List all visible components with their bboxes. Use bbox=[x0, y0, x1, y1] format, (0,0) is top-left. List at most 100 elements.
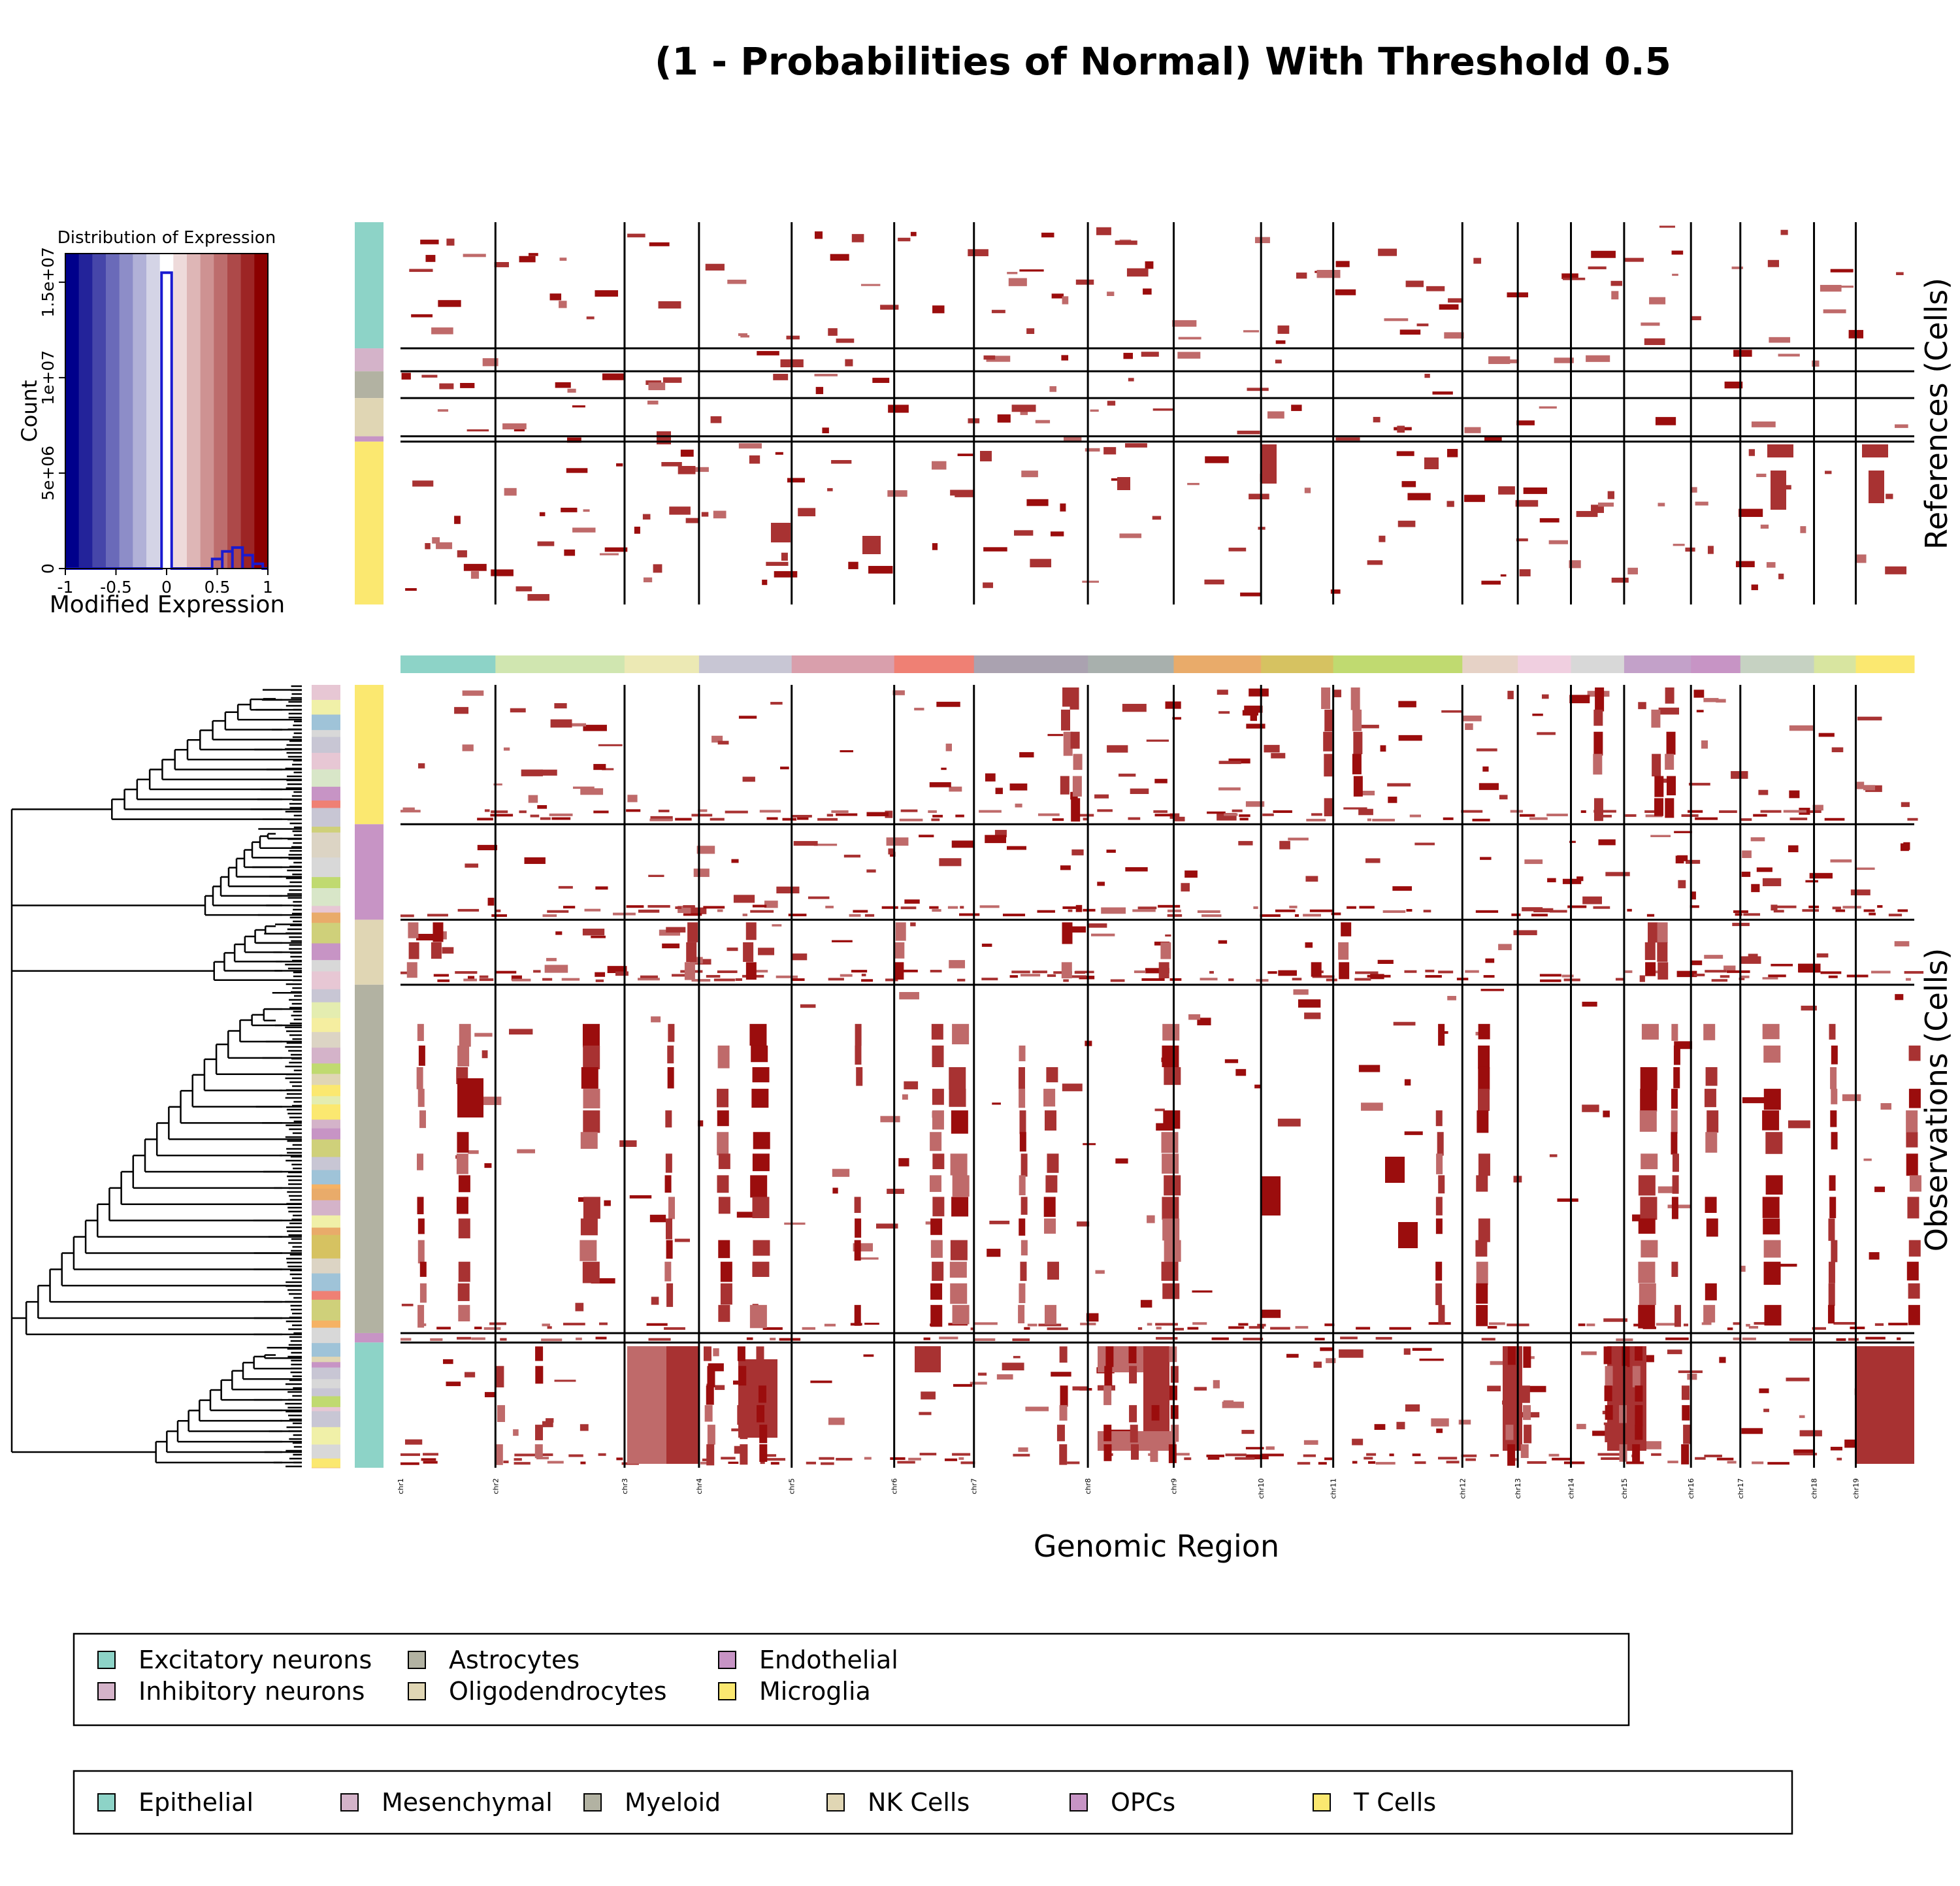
heatmap-cell bbox=[707, 1366, 715, 1387]
heatmap-cell bbox=[1350, 687, 1360, 710]
heatmap-cell bbox=[1207, 811, 1226, 814]
heatmap-cell bbox=[762, 1454, 777, 1457]
heatmap-cell bbox=[1733, 1322, 1741, 1325]
heatmap-cell bbox=[796, 817, 809, 820]
heatmap-cell bbox=[932, 814, 943, 818]
heatmap-cell bbox=[840, 974, 853, 977]
observation-subcluster-block bbox=[312, 1063, 340, 1074]
color-key-swatch bbox=[240, 254, 255, 569]
heatmap-cell bbox=[1895, 424, 1908, 428]
heatmap-cell bbox=[958, 1457, 964, 1460]
heatmap-cell bbox=[1324, 1323, 1335, 1327]
legend-label: Oligodendrocytes bbox=[449, 1677, 667, 1706]
heatmap-cell bbox=[541, 1338, 563, 1342]
heatmap-cell bbox=[528, 253, 538, 256]
chromosome-label-chr9: chr9 bbox=[1169, 1478, 1178, 1495]
legend-label: Inhibitory neurons bbox=[139, 1677, 365, 1706]
heatmap-cell bbox=[1324, 709, 1334, 732]
heatmap-cell bbox=[1432, 391, 1453, 395]
heatmap-cell bbox=[599, 553, 619, 555]
heatmap-cell bbox=[1475, 910, 1499, 913]
heatmap-cell bbox=[602, 768, 614, 770]
heatmap-cell bbox=[519, 810, 527, 814]
heatmap-cell bbox=[1498, 944, 1512, 950]
heatmap-cell bbox=[1406, 908, 1413, 912]
heatmap-cell bbox=[653, 564, 662, 573]
heatmap-cell bbox=[1090, 409, 1099, 412]
heatmap-cell bbox=[496, 1366, 504, 1388]
heatmap-cell bbox=[1082, 580, 1099, 583]
heatmap-cell bbox=[728, 1461, 739, 1464]
heatmap-cell bbox=[457, 1132, 469, 1153]
heatmap-cell bbox=[1083, 1143, 1096, 1146]
y-tick-label: 5e+06 bbox=[39, 446, 57, 501]
heatmap-cell bbox=[1073, 753, 1083, 770]
heatmap-cell bbox=[1605, 1366, 1613, 1386]
heatmap-cell bbox=[439, 383, 454, 389]
heatmap-cell bbox=[1829, 1197, 1837, 1219]
heatmap-cell bbox=[1644, 942, 1656, 961]
heatmap-cell bbox=[1169, 978, 1182, 981]
heatmap-cell bbox=[1240, 592, 1261, 597]
heatmap-cell bbox=[858, 1257, 879, 1260]
heatmap-cell bbox=[1018, 1447, 1028, 1452]
heatmap-cell bbox=[479, 975, 489, 978]
heatmap-cell bbox=[1297, 1462, 1311, 1465]
heatmap-cell bbox=[674, 1238, 691, 1242]
heatmap-cell bbox=[772, 924, 782, 927]
heatmap-cell bbox=[717, 1089, 729, 1108]
heatmap-cell bbox=[1740, 818, 1752, 821]
heatmap-cell bbox=[1324, 1457, 1333, 1461]
heatmap-cell bbox=[814, 231, 823, 239]
heatmap-cell bbox=[1358, 1065, 1380, 1072]
observation-subcluster-block bbox=[312, 832, 340, 850]
heatmap-cell bbox=[1123, 352, 1133, 359]
heatmap-cell bbox=[698, 1120, 704, 1127]
heatmap-cell bbox=[738, 333, 748, 337]
heatmap-cell bbox=[1072, 776, 1082, 797]
heatmap-cell bbox=[1014, 530, 1034, 536]
heatmap-cell bbox=[752, 1261, 770, 1277]
heatmap-cell bbox=[725, 810, 748, 814]
heatmap-cell bbox=[1671, 1132, 1678, 1155]
heatmap-cell bbox=[1703, 1304, 1716, 1323]
heatmap-cell bbox=[580, 1240, 597, 1261]
heatmap-cell bbox=[1164, 1240, 1181, 1262]
heatmap-cell bbox=[1162, 1153, 1179, 1174]
heatmap-cell bbox=[1050, 531, 1064, 537]
heatmap-cell bbox=[830, 254, 849, 261]
heatmap-cell bbox=[1147, 1323, 1152, 1326]
heatmap-cell bbox=[1651, 709, 1661, 728]
heatmap-cell bbox=[1175, 1453, 1190, 1456]
references-axis-label: References (Cells) bbox=[1919, 278, 1954, 550]
observation-subcluster-block bbox=[312, 1407, 340, 1412]
heatmap-cell bbox=[1685, 859, 1701, 864]
heatmap-cell bbox=[814, 374, 838, 376]
heatmap-cell bbox=[1286, 1353, 1299, 1358]
heatmap-cell bbox=[863, 1354, 874, 1357]
heatmap-cell bbox=[952, 1453, 971, 1456]
heatmap-cell bbox=[555, 931, 563, 935]
heatmap-cell bbox=[1481, 1338, 1495, 1341]
heatmap-cell bbox=[992, 1102, 1001, 1105]
heatmap-cell bbox=[409, 269, 433, 273]
heatmap-cell bbox=[1832, 906, 1841, 910]
heatmap-cell bbox=[1615, 978, 1625, 981]
heatmap-cell bbox=[1154, 1108, 1165, 1112]
heatmap-cell bbox=[793, 840, 818, 846]
heatmap-cell bbox=[1888, 914, 1903, 917]
heatmap-cell bbox=[1823, 309, 1846, 314]
color-key-swatch bbox=[254, 254, 269, 569]
color-key-swatch bbox=[65, 254, 80, 569]
heatmap-cell bbox=[762, 580, 768, 586]
heatmap-cell bbox=[1674, 1041, 1693, 1050]
heatmap-cell bbox=[1591, 505, 1604, 513]
heatmap-cell bbox=[514, 1462, 531, 1465]
heatmap-cell bbox=[1640, 1067, 1658, 1091]
heatmap-cell bbox=[1665, 798, 1674, 818]
heatmap-cell bbox=[1516, 420, 1535, 425]
heatmap-cell bbox=[824, 1323, 836, 1327]
heatmap-cell bbox=[1478, 1218, 1490, 1242]
heatmap-cell bbox=[493, 783, 502, 786]
